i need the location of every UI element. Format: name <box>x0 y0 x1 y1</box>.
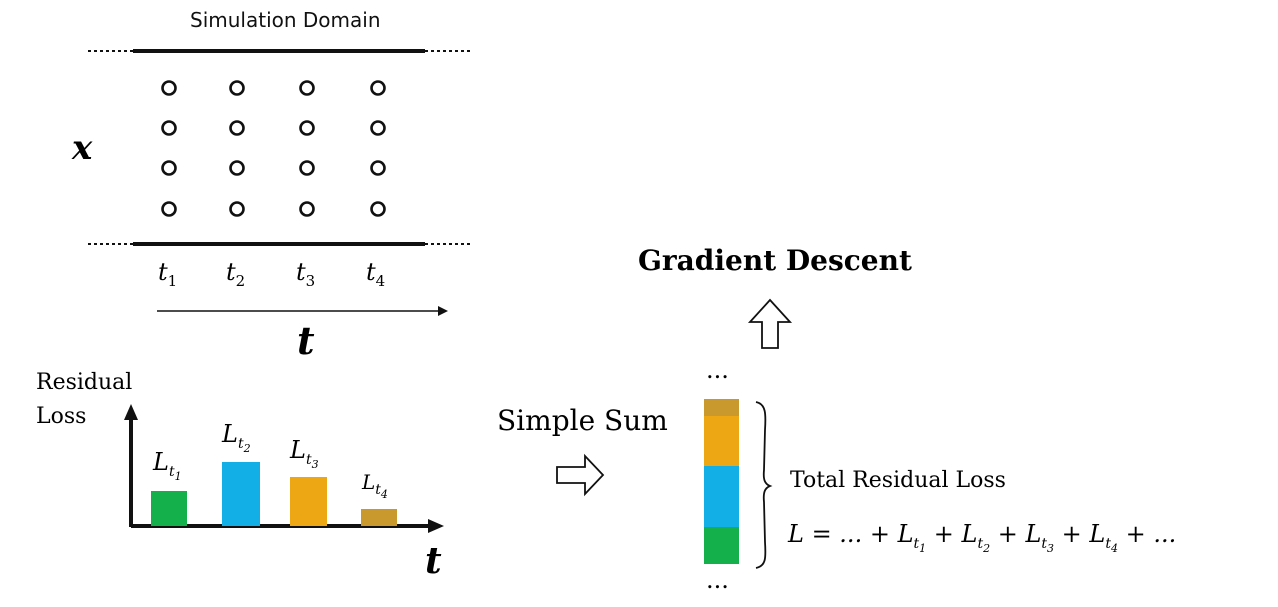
time-tick-4: t4 <box>366 258 386 290</box>
collocation-point <box>161 120 177 136</box>
stack-segment-t2 <box>704 466 739 527</box>
time-tick-3: t3 <box>296 258 316 290</box>
residual-bar-t3 <box>290 477 327 526</box>
total-loss-equation: L = ... + Lt1 + Lt2 + Lt3 + Lt4 + ... <box>788 520 1177 555</box>
total-residual-loss-label: Total Residual Loss <box>790 468 1006 493</box>
collocation-point <box>370 120 386 136</box>
residual-bars <box>151 462 397 526</box>
gradient-descent-label: Gradient Descent <box>638 244 912 277</box>
bar-label-t1: Lt1 <box>153 448 182 483</box>
collocation-points <box>161 80 386 217</box>
residual-bar-t4 <box>361 509 397 526</box>
t-axis-label: t <box>297 318 315 363</box>
collocation-point <box>229 80 245 96</box>
stack-segment-t3 <box>704 416 739 466</box>
simple-sum-label: Simple Sum <box>497 404 668 437</box>
collocation-point <box>299 160 315 176</box>
bar-label-t4: Lt4 <box>362 470 388 501</box>
domain-title: Simulation Domain <box>190 8 381 32</box>
stack-ellipsis-bottom: ... <box>706 566 729 594</box>
stack-segment-t4 <box>704 399 739 416</box>
simple-sum-arrow <box>556 453 605 497</box>
collocation-point <box>229 201 245 217</box>
stack-ellipsis-top: ... <box>706 356 729 384</box>
residual-loss-ylabel: Residual Loss <box>36 370 133 429</box>
residual-chart-xlabel: t <box>425 540 442 582</box>
time-tick-1: t1 <box>158 258 178 290</box>
collocation-point <box>161 201 177 217</box>
collocation-point <box>229 160 245 176</box>
collocation-point <box>229 120 245 136</box>
residual-bar-t2 <box>222 462 260 526</box>
bar-label-t3: Lt3 <box>290 436 319 471</box>
time-tick-2: t2 <box>226 258 246 290</box>
total-loss-stack <box>704 399 739 564</box>
collocation-point <box>299 201 315 217</box>
time-axis-arrow <box>157 306 448 316</box>
curly-brace <box>755 401 773 569</box>
residual-bar-t1 <box>151 491 187 526</box>
collocation-point <box>299 120 315 136</box>
x-axis-label: x <box>72 128 93 168</box>
collocation-point <box>161 160 177 176</box>
collocation-point <box>299 80 315 96</box>
stack-segment-t1 <box>704 527 739 564</box>
collocation-point <box>161 80 177 96</box>
collocation-point <box>370 80 386 96</box>
collocation-point <box>370 160 386 176</box>
bar-label-t2: Lt2 <box>222 420 251 455</box>
gradient-descent-arrow <box>747 298 793 349</box>
collocation-point <box>370 201 386 217</box>
